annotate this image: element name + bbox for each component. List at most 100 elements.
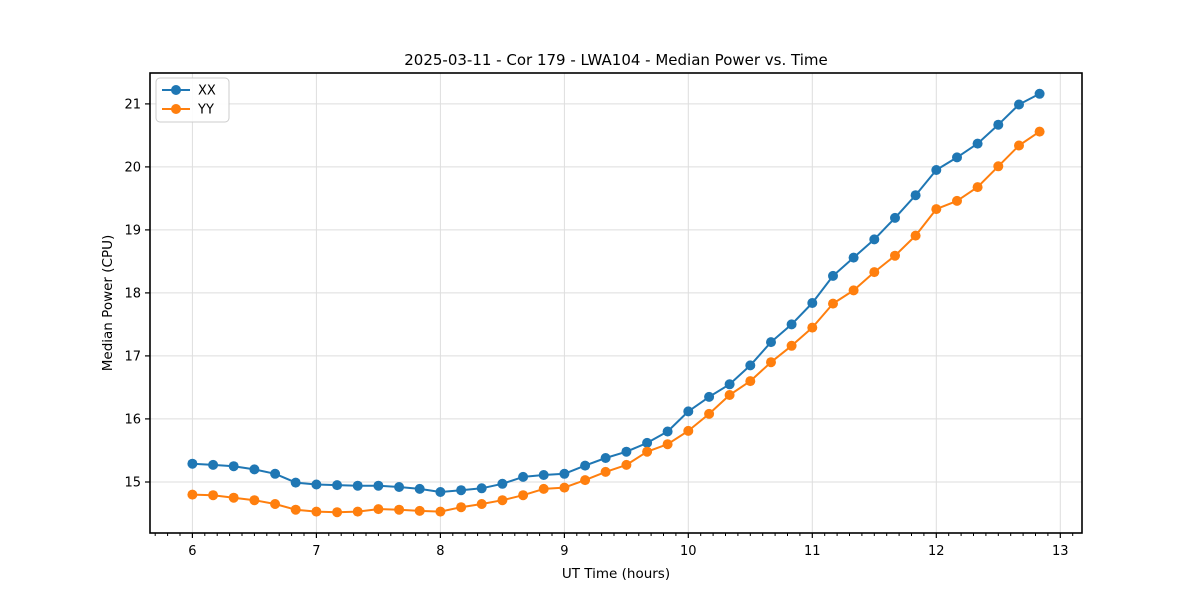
data-point-xx <box>786 319 797 330</box>
data-point-yy <box>187 489 198 500</box>
data-point-yy <box>642 446 653 457</box>
data-point-xx <box>1014 99 1024 110</box>
x-tick-label: 6 <box>188 544 196 559</box>
data-point-yy <box>456 502 467 513</box>
data-point-xx <box>621 446 632 457</box>
data-point-xx <box>600 453 611 463</box>
data-point-xx <box>456 485 467 496</box>
x-tick-label: 12 <box>928 544 945 559</box>
data-point-xx <box>704 391 715 402</box>
data-point-xx <box>352 480 363 491</box>
data-point-yy <box>497 495 508 506</box>
x-tick-label: 10 <box>680 544 697 559</box>
data-point-yy <box>414 505 425 516</box>
data-point-xx <box>745 360 756 371</box>
x-tick-label: 8 <box>436 544 444 559</box>
data-point-xx <box>559 468 570 479</box>
data-point-yy <box>910 230 921 241</box>
data-point-xx <box>538 470 549 480</box>
data-point-yy <box>311 506 322 517</box>
x-tick-label: 13 <box>1052 544 1069 559</box>
data-point-xx <box>187 458 198 469</box>
x-axis-label: UT Time (hours) <box>562 566 670 582</box>
data-point-xx <box>270 468 281 479</box>
x-tick-label: 11 <box>804 544 821 559</box>
data-point-xx <box>848 252 859 263</box>
x-tick-label: 9 <box>560 544 568 559</box>
data-point-yy <box>600 466 611 477</box>
data-point-yy <box>952 195 962 206</box>
y-tick-label: 21 <box>124 97 141 112</box>
data-point-yy <box>435 506 446 517</box>
data-point-xx <box>869 234 880 245</box>
data-point-xx <box>476 483 487 494</box>
data-point-yy <box>745 376 756 387</box>
legend-label-xx: XX <box>198 84 216 99</box>
legend-marker-xx <box>171 85 181 95</box>
data-point-yy <box>972 182 983 193</box>
data-point-yy <box>332 507 343 518</box>
data-point-yy <box>270 499 281 509</box>
data-point-yy <box>766 357 776 368</box>
data-point-xx <box>208 459 219 470</box>
data-point-yy <box>724 390 735 400</box>
data-point-xx <box>497 478 508 489</box>
data-point-xx <box>373 480 384 491</box>
legend-label-yy: YY <box>197 103 214 118</box>
data-point-xx <box>580 460 591 471</box>
y-tick-label: 20 <box>124 160 141 175</box>
data-point-xx <box>290 477 301 488</box>
data-point-xx <box>993 119 1004 130</box>
data-point-xx <box>414 483 425 494</box>
data-point-yy <box>559 482 570 493</box>
data-point-xx <box>662 426 673 437</box>
data-point-xx <box>931 165 942 175</box>
data-point-yy <box>683 425 694 436</box>
data-point-xx <box>952 152 962 163</box>
data-point-yy <box>394 504 405 515</box>
data-point-yy <box>373 504 384 515</box>
data-point-yy <box>538 483 549 494</box>
data-point-xx <box>683 406 694 417</box>
chart-title: 2025-03-11 - Cor 179 - LWA104 - Median P… <box>404 51 828 69</box>
legend <box>155 77 230 123</box>
y-tick-label: 17 <box>124 349 141 364</box>
data-point-yy <box>890 250 900 261</box>
data-point-yy <box>518 490 529 501</box>
data-point-yy <box>476 499 487 509</box>
plot-frame <box>149 72 1083 534</box>
y-tick-label: 16 <box>124 412 141 427</box>
data-point-xx <box>890 212 900 223</box>
data-point-yy <box>1014 140 1024 151</box>
data-point-xx <box>228 461 239 472</box>
data-point-yy <box>931 204 942 215</box>
data-point-xx <box>1034 88 1045 99</box>
data-point-yy <box>208 490 219 501</box>
data-point-yy <box>228 492 239 503</box>
data-point-yy <box>828 298 838 309</box>
data-point-yy <box>662 439 673 450</box>
data-point-xx <box>518 471 529 482</box>
data-point-xx <box>972 138 983 149</box>
data-point-yy <box>869 267 880 278</box>
data-point-yy <box>786 340 797 351</box>
data-point-xx <box>766 337 776 348</box>
data-point-yy <box>1034 126 1045 137</box>
data-point-xx <box>249 464 260 475</box>
data-point-xx <box>394 482 405 492</box>
data-point-yy <box>290 504 301 515</box>
data-point-xx <box>332 480 343 491</box>
data-point-xx <box>828 270 838 281</box>
data-point-yy <box>848 285 859 296</box>
y-axis-label: Median Power (CPU) <box>100 235 116 371</box>
data-point-xx <box>435 487 446 497</box>
y-tick-label: 18 <box>124 286 141 301</box>
data-point-xx <box>724 379 735 390</box>
y-tick-label: 19 <box>124 223 141 238</box>
y-tick-label: 15 <box>124 476 141 491</box>
data-point-yy <box>352 506 363 517</box>
legend-marker-yy <box>171 104 181 114</box>
data-point-xx <box>807 298 818 308</box>
